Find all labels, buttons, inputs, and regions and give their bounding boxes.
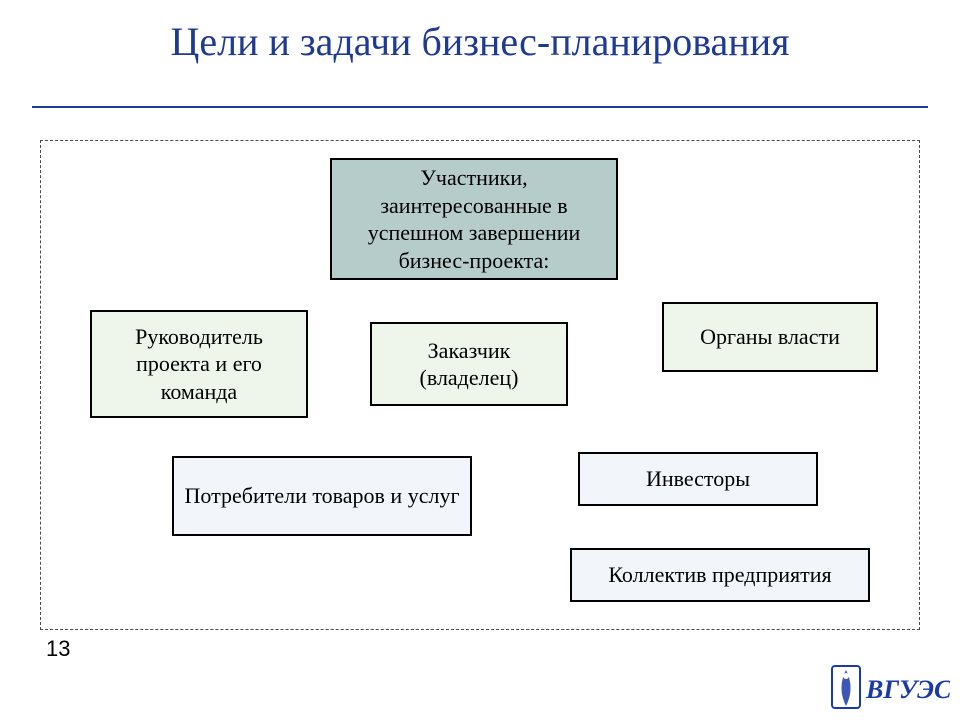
slide: Цели и задачи бизнес-планирования Участн…	[0, 0, 960, 720]
logo: ВГУЭС	[830, 660, 950, 714]
box-customer: Заказчик (владелец)	[370, 322, 568, 406]
title-rule	[32, 106, 928, 108]
page-number: 13	[46, 636, 70, 662]
box-participants: Участники, заинтересованные в успешном з…	[330, 158, 618, 280]
box-consumers: Потребители товаров и услуг	[172, 456, 472, 536]
logo-text: ВГУЭС	[865, 675, 950, 704]
box-staff: Коллектив предприятия	[570, 548, 870, 602]
box-project-lead: Руководитель проекта и его команда	[90, 310, 308, 418]
slide-title: Цели и задачи бизнес-планирования	[0, 18, 960, 65]
box-investors: Инвесторы	[578, 452, 818, 506]
box-authorities: Органы власти	[662, 302, 878, 372]
